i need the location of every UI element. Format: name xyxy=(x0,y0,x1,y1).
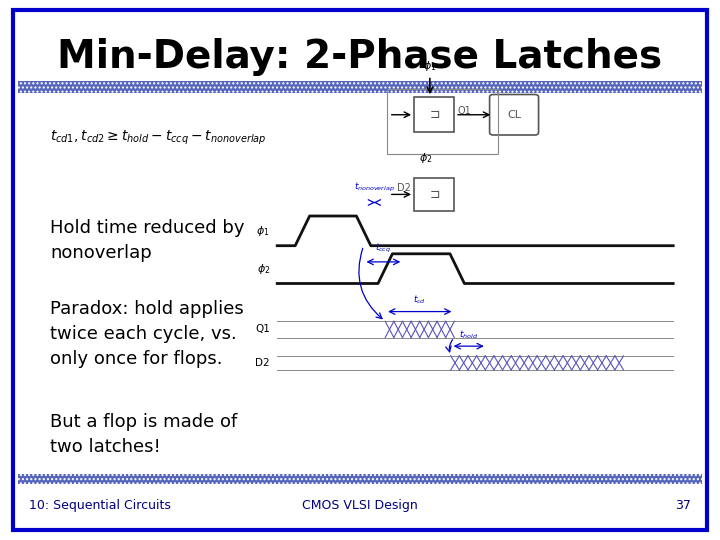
Text: Hold time reduced by
nonoverlap: Hold time reduced by nonoverlap xyxy=(50,219,245,262)
Text: D2: D2 xyxy=(397,183,410,193)
Text: CL: CL xyxy=(507,110,521,120)
Text: Q1: Q1 xyxy=(255,325,270,334)
Text: $\phi_1$: $\phi_1$ xyxy=(256,224,270,238)
Text: $t_{ccq}$: $t_{ccq}$ xyxy=(375,242,392,255)
FancyBboxPatch shape xyxy=(490,94,539,135)
Bar xyxy=(18,474,702,484)
Text: D2: D2 xyxy=(256,358,270,368)
Text: $\sqsupset$: $\sqsupset$ xyxy=(427,108,441,122)
Text: $\phi_2$: $\phi_2$ xyxy=(419,151,433,165)
Text: $t_{hold}$: $t_{hold}$ xyxy=(459,328,478,341)
Text: $t_{nonoverlap}$: $t_{nonoverlap}$ xyxy=(354,181,395,194)
Text: Min-Delay: 2-Phase Latches: Min-Delay: 2-Phase Latches xyxy=(58,38,662,76)
Text: Q1: Q1 xyxy=(457,106,471,116)
Text: $t_{cd1}, t_{cd2} \geq t_{hold} - t_{ccq} - t_{nonoverlap}$: $t_{cd1}, t_{cd2} \geq t_{hold} - t_{ccq… xyxy=(50,129,267,147)
Bar xyxy=(414,97,454,132)
Text: $\sqsupset$: $\sqsupset$ xyxy=(427,188,441,201)
Bar xyxy=(387,89,498,154)
Bar xyxy=(414,178,454,211)
Bar xyxy=(18,81,702,93)
Text: $\phi_1$: $\phi_1$ xyxy=(423,59,436,73)
Text: But a flop is made of
two latches!: But a flop is made of two latches! xyxy=(50,413,238,456)
Text: 37: 37 xyxy=(675,500,691,512)
Text: 10: Sequential Circuits: 10: Sequential Circuits xyxy=(29,500,171,512)
Text: CMOS VLSI Design: CMOS VLSI Design xyxy=(302,500,418,512)
Text: Paradox: hold applies
twice each cycle, vs.
only once for flops.: Paradox: hold applies twice each cycle, … xyxy=(50,300,244,368)
Text: $\phi_2$: $\phi_2$ xyxy=(256,262,270,275)
Text: $t_{cd}$: $t_{cd}$ xyxy=(413,294,426,306)
